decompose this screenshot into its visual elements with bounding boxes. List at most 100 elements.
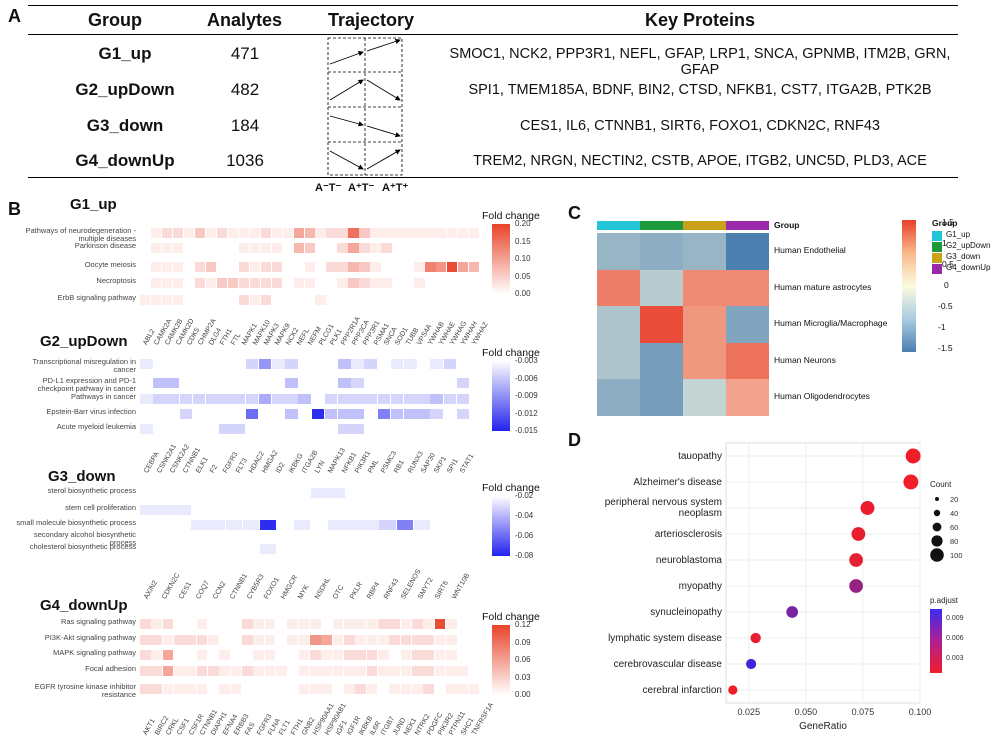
heatmap-cell (597, 306, 640, 343)
colorbar (492, 625, 510, 695)
heatmap-cell (400, 666, 412, 677)
gene-label: ELK1 (195, 456, 211, 475)
colorbar-tick: 0.05 (515, 271, 531, 281)
padjust-colorbar (930, 609, 942, 673)
heatmap-cell (332, 649, 344, 660)
colorbar-tick: -0.003 (515, 356, 538, 365)
heatmap-cell (287, 634, 299, 645)
heatmap-cell (293, 243, 304, 254)
heatmap-cell (390, 358, 404, 369)
colorbar-tick: -0.012 (515, 408, 538, 418)
heatmap-cell (326, 261, 337, 272)
heatmap-cell (238, 243, 250, 254)
category-label: myopathy (679, 581, 722, 592)
heatmap-cell (311, 488, 328, 499)
heatmap-cell (238, 261, 250, 272)
colorbar (492, 224, 510, 294)
heatmap-cell (242, 519, 260, 530)
heatmap-cell (151, 666, 163, 677)
heatmap-cell (344, 684, 355, 695)
heatmap-cell (282, 228, 293, 239)
heatmap-cell (412, 684, 423, 695)
header-proteins: Key Proteins (645, 10, 756, 30)
heatmap-cell (161, 243, 173, 254)
count-legend-title: Count (930, 480, 952, 489)
pathway-label: secondary alcohol biosynthetic process (33, 530, 136, 548)
heatmap-cell (344, 619, 355, 630)
heatmap-cell (321, 684, 333, 695)
heatmap-cell (364, 394, 377, 405)
heatmap-cell (140, 394, 153, 405)
heatmap-cell (404, 358, 417, 369)
header-group: Group (88, 10, 142, 30)
heatmap-cell (348, 228, 359, 239)
count-legend-dot (932, 522, 942, 532)
heatmap-cell (366, 684, 378, 695)
heatmap-cell (216, 277, 228, 288)
heatmap-cell (370, 261, 381, 272)
heatmap-cell (140, 423, 153, 434)
heatmap-cell (208, 519, 225, 530)
heatmap-cell (326, 228, 337, 239)
gene-label: STAT1 (459, 453, 476, 475)
row-proteins: CES1, IL6, CTNNB1, SIRT6, FOXO1, CDKN2C,… (520, 118, 880, 134)
heatmap-cell (370, 228, 381, 239)
heatmap-cell (355, 619, 367, 630)
heatmap-cell (404, 409, 417, 420)
heatmap-cell (456, 394, 470, 405)
heatmap-cell (423, 666, 435, 677)
heatmap-cell (389, 666, 401, 677)
heatmap-cell (253, 666, 265, 677)
heatmap-cell (194, 277, 206, 288)
heatmap-cell (469, 228, 480, 239)
heatmap-cell (351, 358, 364, 369)
heatmap-cell (456, 378, 470, 389)
heatmap-cell (166, 378, 179, 389)
heatmap-cell (430, 409, 443, 420)
heatmap-cell (242, 666, 253, 677)
heatmap-cell (310, 684, 321, 695)
heatmap-cell (161, 228, 173, 239)
traj-g4-seg2 (366, 149, 401, 170)
x-tick-label: 0.075 (852, 707, 875, 717)
group-row-label: Group (774, 220, 800, 230)
heatmap-cell (157, 505, 174, 516)
heatmap-cell (196, 634, 208, 645)
row-analytes: 1036 (226, 151, 264, 170)
heatmap-cell (161, 277, 173, 288)
row-analytes: 471 (230, 44, 260, 63)
heatmap-cell (355, 649, 367, 660)
heatmap-cell (321, 666, 333, 677)
pathway-label: Pathways of neurodegeneration - multiple… (25, 226, 137, 244)
colorbar-tick: 0.12 (515, 620, 531, 629)
heatmap-cell (381, 228, 392, 239)
category-label: synucleinopathy (650, 607, 722, 618)
heatmap-cell (381, 277, 392, 288)
pathway-label: EGFR tyrosine kinase inhibitor resistanc… (34, 682, 136, 700)
heatmap-cell (446, 634, 457, 645)
heatmap-cell (245, 409, 259, 420)
heatmap-cell (400, 684, 412, 695)
heatmap-cell (230, 666, 242, 677)
heatmap-cell (310, 634, 321, 645)
pathway-label: MAPK signaling pathway (53, 647, 136, 657)
heatmap-cell (245, 394, 259, 405)
pathway-label: Necroptosis (96, 275, 136, 285)
celltype-label: Human Endothelial (774, 245, 846, 256)
heatmap-cell (151, 684, 163, 695)
heatmap-cell (458, 228, 469, 239)
heatmap-cell (404, 394, 417, 405)
heatmap-cell (389, 684, 401, 695)
heatmap-cell (140, 666, 151, 677)
heatmap-cell (425, 261, 436, 272)
heatmap-cell (153, 394, 166, 405)
table-top-rule (28, 5, 958, 6)
heatmap-cell (287, 619, 299, 630)
heatmap-cell (328, 488, 345, 499)
heatmap-cell (298, 619, 310, 630)
heatmap-cell (381, 243, 392, 254)
heatmap-cell (348, 261, 359, 272)
heatmap-cell (726, 233, 769, 270)
heatmap-cell (390, 409, 404, 420)
heatmap-cell (597, 233, 640, 270)
